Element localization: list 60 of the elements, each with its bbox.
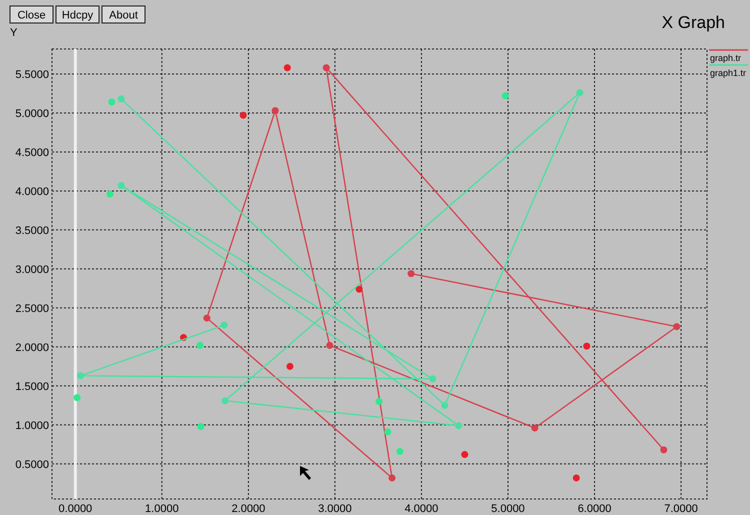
x-tick-label: 5.0000 (491, 503, 525, 515)
legend-label: graph.tr (710, 53, 742, 63)
point (240, 112, 247, 119)
x-tick-label: 6.0000 (578, 503, 612, 515)
point (502, 92, 509, 100)
point (576, 89, 584, 96)
point (455, 422, 462, 430)
y-tick-label: 1.5000 (15, 380, 49, 393)
point (396, 448, 404, 455)
point (531, 424, 538, 432)
x-tick-label: 4.0000 (404, 503, 438, 515)
point (108, 98, 116, 106)
point (660, 446, 668, 454)
point (583, 342, 590, 350)
y-tick-label: 3.0000 (15, 264, 49, 276)
point (322, 64, 330, 72)
point (673, 323, 680, 330)
point (284, 64, 291, 72)
x-tick-label: 7.0000 (664, 503, 698, 515)
y-tick-label: 4.0000 (15, 186, 49, 198)
point (220, 322, 228, 329)
point (408, 270, 415, 278)
text: Hdcpy (62, 10, 94, 22)
point (572, 474, 580, 482)
point (388, 474, 396, 482)
point (286, 362, 294, 370)
point (429, 375, 436, 382)
y-tick-label: 0.5000 (15, 458, 49, 471)
point (461, 451, 468, 458)
point (272, 107, 279, 114)
point (118, 182, 125, 189)
point (77, 372, 84, 380)
x-tick-label: 0.0000 (58, 503, 92, 515)
y-tick-label: 1.0000 (15, 420, 49, 432)
y-tick-label: 2.5000 (15, 302, 49, 315)
point (384, 428, 392, 436)
point (441, 402, 448, 409)
point (203, 314, 210, 322)
point (197, 422, 204, 430)
y-tick-label: 2.0000 (15, 342, 49, 354)
y-tick-label: 3.5000 (15, 224, 49, 237)
y-tick-label: 5.0000 (15, 108, 49, 120)
point (196, 342, 204, 349)
text: About (109, 10, 138, 22)
point (326, 342, 334, 349)
y-axis-title: Y (10, 27, 18, 39)
x-tick-label: 2.0000 (232, 503, 266, 515)
point (356, 286, 363, 293)
x-tick-label: 1.0000 (145, 503, 179, 515)
text: Close (17, 10, 46, 22)
point (376, 398, 383, 406)
chart-title: X Graph (662, 13, 725, 32)
legend-label: graph1.tr (710, 68, 746, 78)
y-tick-label: 5.5000 (15, 68, 49, 81)
point (118, 95, 125, 102)
point (74, 394, 81, 402)
y-tick-label: 4.5000 (15, 146, 49, 159)
point (106, 190, 114, 198)
x-tick-label: 3.0000 (318, 503, 352, 515)
point (222, 397, 229, 404)
